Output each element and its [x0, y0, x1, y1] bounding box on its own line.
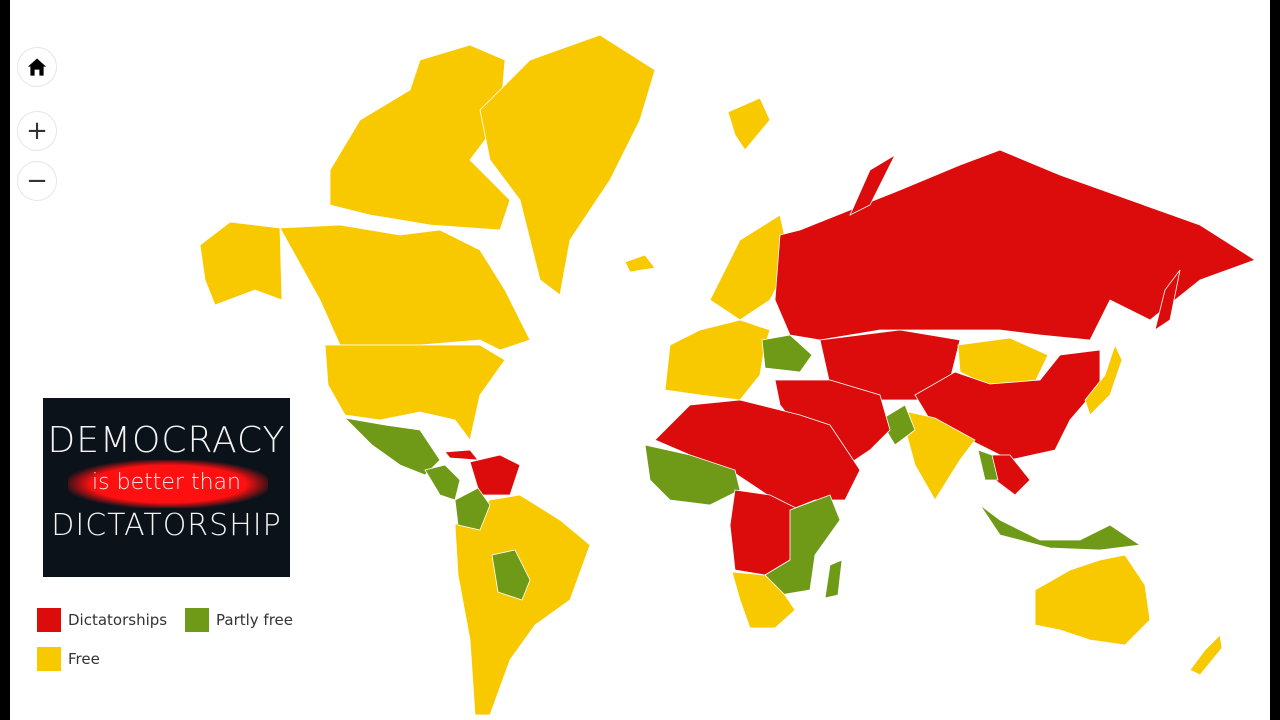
region-arctic-islands[interactable]	[329, 44, 511, 231]
legend-swatch-green	[185, 608, 209, 632]
region-ukraine-belarus[interactable]	[761, 334, 813, 373]
region-west-africa[interactable]	[644, 444, 741, 506]
banner-line1: DEMOCRACY	[47, 420, 286, 461]
region-mongolia[interactable]	[957, 337, 1049, 385]
zoom-out-button[interactable]: −	[17, 161, 57, 201]
region-india[interactable]	[899, 409, 976, 501]
region-svalbard[interactable]	[727, 97, 771, 151]
region-myanmar[interactable]	[977, 449, 999, 481]
region-central-america[interactable]	[424, 464, 461, 501]
region-russia[interactable]	[774, 149, 1256, 341]
region-greenland[interactable]	[479, 34, 656, 296]
region-pakistan[interactable]	[879, 404, 916, 446]
region-indonesia[interactable]	[979, 504, 1142, 551]
region-east-africa[interactable]	[764, 494, 841, 596]
region-australia[interactable]	[1034, 554, 1151, 646]
region-iceland[interactable]	[624, 254, 656, 273]
region-japan[interactable]	[1084, 343, 1123, 416]
democracy-banner-image: DEMOCRACY is better than DICTATORSHIP	[43, 398, 290, 577]
banner-line3: DICTATORSHIP	[51, 508, 282, 543]
region-canada[interactable]	[279, 224, 531, 351]
region-europe[interactable]	[664, 319, 771, 401]
region-sakhalin[interactable]	[1154, 269, 1181, 331]
minus-icon: −	[26, 166, 48, 196]
red-smear	[68, 460, 268, 508]
home-icon	[26, 57, 48, 77]
region-novaya-zemlya[interactable]	[849, 153, 896, 216]
region-mexico[interactable]	[343, 417, 441, 476]
region-new-zealand[interactable]	[1189, 634, 1223, 676]
zoom-in-button[interactable]: +	[17, 111, 57, 151]
region-cuba[interactable]	[444, 449, 479, 461]
legend-item-partly-free: Partly free	[185, 608, 293, 632]
region-alaska[interactable]	[199, 221, 283, 306]
legend-label: Dictatorships	[68, 611, 168, 629]
legend-label: Free	[68, 650, 100, 668]
left-border	[0, 0, 10, 720]
home-button[interactable]	[17, 47, 57, 87]
region-madagascar[interactable]	[824, 559, 843, 599]
legend-swatch-red	[37, 608, 61, 632]
legend-item-dictatorships: Dictatorships	[37, 608, 167, 632]
legend-swatch-yellow	[37, 647, 61, 671]
legend-item-free: Free	[37, 647, 100, 671]
region-southern-africa[interactable]	[731, 571, 796, 629]
right-border	[1270, 0, 1280, 720]
region-south-america[interactable]	[454, 494, 591, 716]
region-bolivia[interactable]	[491, 549, 531, 601]
region-usa[interactable]	[324, 344, 506, 441]
plus-icon: +	[26, 116, 48, 146]
legend-label: Partly free	[216, 611, 293, 629]
banner-line2: is better than	[92, 470, 241, 495]
region-colombia[interactable]	[454, 487, 491, 531]
